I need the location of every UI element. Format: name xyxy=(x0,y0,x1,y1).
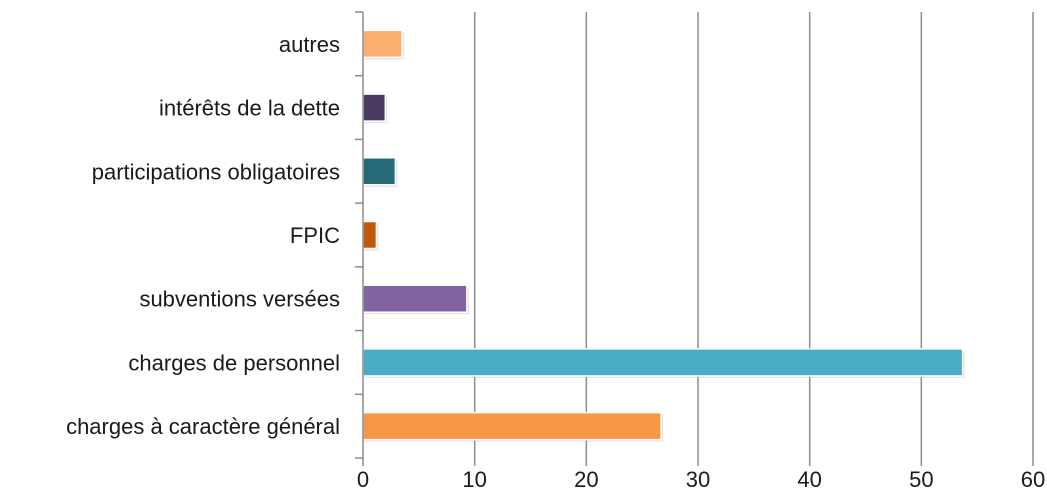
x-tick-label: 60 xyxy=(1021,467,1045,492)
bar-3 xyxy=(362,220,378,250)
x-tick-label: 10 xyxy=(462,467,486,492)
bar-0 xyxy=(362,411,662,441)
bar-5 xyxy=(362,93,387,122)
grid-lines xyxy=(473,12,1034,458)
category-label: FPIC xyxy=(290,223,340,248)
category-label: autres xyxy=(279,32,340,57)
x-tick-label: 0 xyxy=(357,467,369,492)
category-label: charges à caractère général xyxy=(66,414,340,439)
category-label: participations obligatoires xyxy=(92,159,340,184)
x-tick-label: 30 xyxy=(686,467,710,492)
x-tick-label: 40 xyxy=(797,467,821,492)
axes xyxy=(355,11,1034,466)
category-labels: charges à caractère général charges de pe… xyxy=(66,32,340,439)
category-label: subventions versées xyxy=(139,287,340,312)
x-tick-labels: 0 10 20 30 40 50 60 xyxy=(357,467,1045,492)
bar-1 xyxy=(362,348,964,377)
x-tick-label: 50 xyxy=(909,467,933,492)
category-label: intérêts de la dette xyxy=(159,96,340,121)
x-tick-label: 20 xyxy=(574,467,598,492)
bar-6 xyxy=(362,29,403,59)
category-label: charges de personnel xyxy=(128,350,340,375)
bar-4 xyxy=(362,157,397,186)
bar-2 xyxy=(362,284,468,313)
bars xyxy=(362,29,965,442)
